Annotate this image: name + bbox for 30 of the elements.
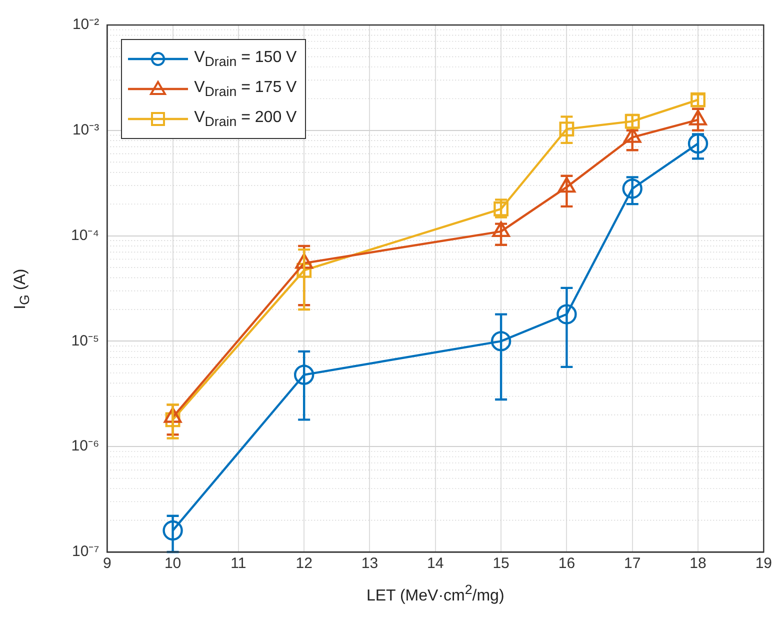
x-tick-label: 13 — [361, 555, 378, 572]
point — [162, 520, 183, 541]
point — [622, 178, 642, 199]
point — [294, 364, 314, 385]
y-tick-label: 10⁻⁵ — [71, 332, 100, 350]
x-tick-label: 12 — [296, 555, 312, 572]
x-tick-label: 9 — [102, 555, 112, 572]
x-tick-label: 15 — [492, 555, 510, 572]
legend-label: V$_{Drain}$ = 200 V — [194, 108, 297, 130]
x-axis-title: LET (MeV·cm$^{2}$/mg) — [365, 582, 506, 606]
x-tick-label: 16 — [558, 555, 576, 572]
x-tick-label: 11 — [230, 555, 246, 572]
point — [165, 412, 180, 428]
point — [559, 122, 574, 137]
point — [490, 331, 512, 352]
x-tick-label: 19 — [755, 555, 772, 572]
legend-label: V$_{Drain}$ = 175 V — [194, 78, 297, 100]
legend-label: V$_{Drain}$ = 150 V — [194, 48, 297, 70]
point — [296, 262, 312, 278]
x-tick-label: 14 — [427, 555, 444, 572]
y-tick-label: 10⁻² — [72, 16, 100, 34]
x-tick-label: 18 — [690, 555, 706, 572]
x-tick-label: 10 — [164, 555, 182, 572]
x-tick-label: 17 — [624, 555, 641, 572]
point — [556, 304, 577, 324]
y-tick-label: 10⁻⁴ — [70, 226, 100, 244]
y-tick-label: 10⁻⁶ — [71, 438, 100, 455]
point — [688, 133, 708, 154]
y-tick-label: 10⁻³ — [72, 122, 100, 139]
y-tick-label: 10⁻⁷ — [72, 543, 100, 560]
